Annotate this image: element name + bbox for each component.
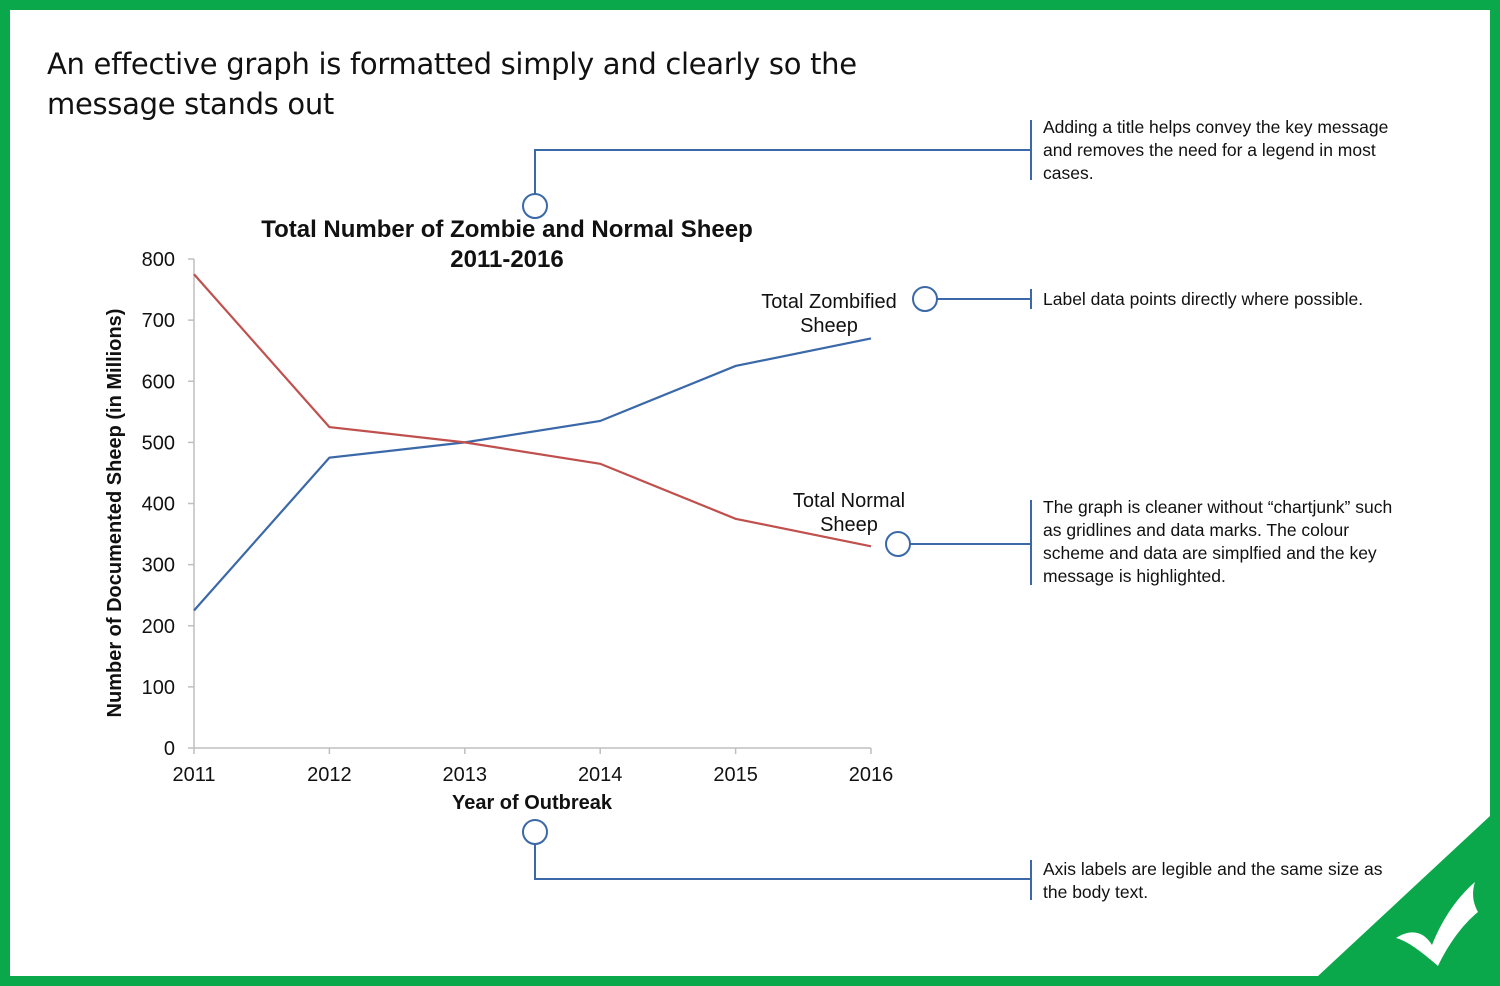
- page-heading: An effective graph is formatted simply a…: [47, 47, 857, 121]
- x-tick-label: 2013: [443, 764, 488, 786]
- x-tick-label: 2011: [172, 764, 215, 786]
- y-tick-label: 700: [142, 310, 175, 332]
- y-tick-label: 600: [142, 371, 175, 393]
- y-tick-label: 800: [142, 249, 175, 271]
- y-tick-label: 100: [142, 677, 175, 699]
- y-axis-label: Number of Documented Sheep (in Millions): [104, 309, 126, 718]
- y-tick-label: 300: [142, 555, 175, 577]
- x-tick-label: 2012: [307, 764, 352, 786]
- zombie-sheep-line: [193, 337, 872, 612]
- x-axis-label: Year of Outbreak: [452, 792, 613, 814]
- y-tick-label: 400: [142, 494, 175, 516]
- annotation-title: Adding a title helps convey the key mess…: [1043, 117, 1389, 183]
- normal-sheep-line: [193, 273, 872, 548]
- callout-marker-clean: [885, 531, 911, 557]
- infographic-frame: [10, 10, 1490, 976]
- callout-line-axis: [534, 844, 1031, 880]
- x-tick-label: 2015: [713, 764, 758, 786]
- callout-marker-title: [522, 193, 548, 219]
- y-tick-label: 0: [164, 738, 175, 760]
- x-tick-label: 2014: [578, 764, 623, 786]
- normal-sheep-label: Sheep: [820, 514, 878, 536]
- callout-marker-labels: [912, 286, 938, 312]
- checkmark-icon: [1396, 882, 1478, 966]
- callout-line-title: [534, 149, 1031, 194]
- zombie-sheep-label: Sheep: [800, 315, 858, 337]
- y-tick-label: 500: [142, 432, 175, 454]
- callout-marker-axis: [522, 819, 548, 845]
- annotation-clean: The graph is cleaner without “chartjunk”…: [1043, 497, 1393, 586]
- x-tick-label: 2016: [849, 764, 894, 786]
- zombie-sheep-label: Total Zombified: [761, 291, 897, 313]
- annotation-labels: Label data points directly where possibl…: [1043, 289, 1364, 309]
- chart-title: Total Number of Zombie and Normal Sheep: [261, 216, 753, 243]
- y-tick-label: 200: [142, 616, 175, 638]
- chart-subtitle: 2011-2016: [450, 246, 563, 273]
- annotation-axis: Axis labels are legible and the same siz…: [1043, 859, 1383, 902]
- normal-sheep-label: Total Normal: [793, 490, 905, 512]
